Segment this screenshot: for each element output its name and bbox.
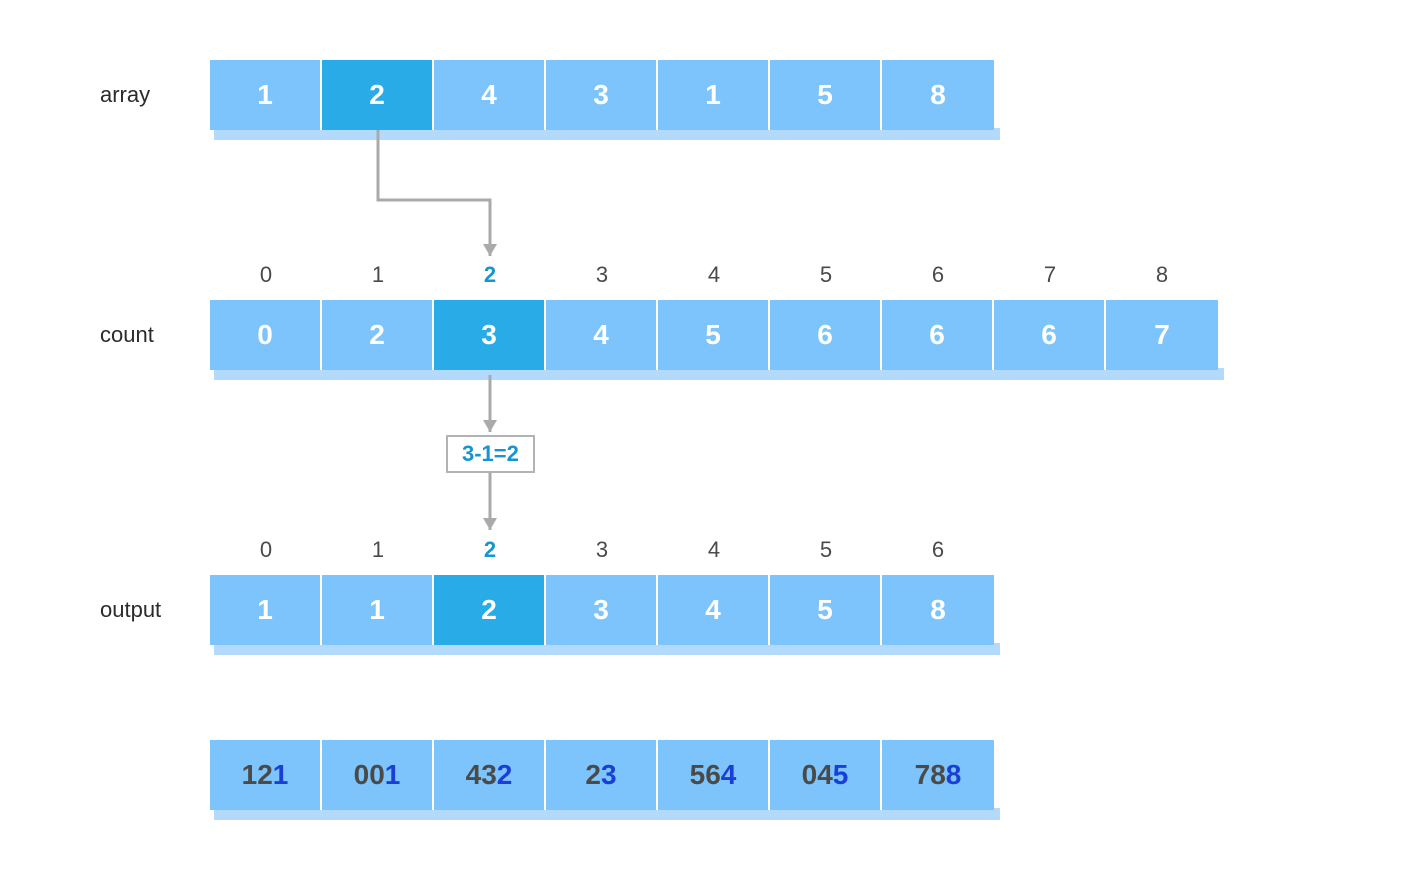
arrow [50, 40, 1350, 840]
